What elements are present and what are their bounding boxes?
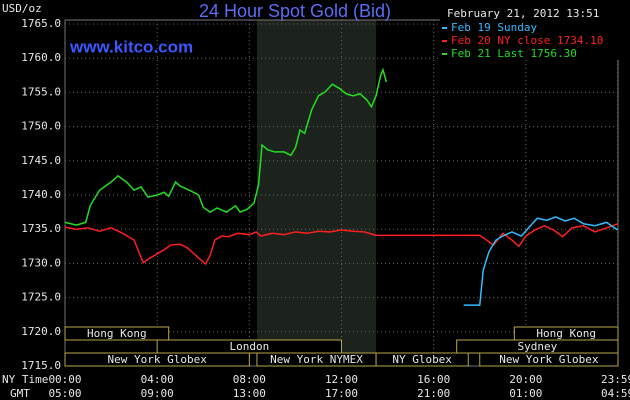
y-tick-label: 1715.0	[21, 359, 61, 372]
legend-entry: Feb 19 Sunday	[451, 21, 537, 34]
chart-title: 24 Hour Spot Gold (Bid)	[199, 1, 391, 21]
session-label: New York Globex	[499, 353, 599, 366]
y-tick-label: 1760.0	[21, 51, 61, 64]
legend-entry: Feb 21 Last 1756.30	[451, 47, 577, 60]
x-tick-label: 08:00	[233, 373, 266, 386]
x2-tick-label: 05:00	[48, 387, 81, 400]
series-line	[64, 67, 388, 226]
y-tick-label: 1745.0	[21, 154, 61, 167]
x-tick-label: 16:00	[417, 373, 450, 386]
y-tick-label: 1735.0	[21, 222, 61, 235]
series-line	[64, 223, 619, 266]
session-label: New York NYMEX	[270, 353, 363, 366]
site-link: www.kitco.com	[69, 37, 193, 56]
session-box	[64, 352, 250, 367]
y-axis-label: USD/oz	[2, 2, 42, 15]
session-shade	[256, 20, 377, 366]
session-label: New York Globex	[107, 353, 207, 366]
x-tick-label: 20:00	[509, 373, 542, 386]
x2-axis-label: GMT	[10, 387, 30, 400]
session-label: NY Globex	[392, 353, 452, 366]
y-tick-label: 1730.0	[21, 256, 61, 269]
y-tick-label: 1740.0	[21, 188, 61, 201]
session-box	[375, 352, 469, 367]
y-tick-label: 1720.0	[21, 325, 61, 338]
x2-tick-label: 01:00	[509, 387, 542, 400]
x-tick-label: 12:00	[325, 373, 358, 386]
x2-tick-label: 21:00	[417, 387, 450, 400]
x2-tick-label: 13:00	[233, 387, 266, 400]
y-tick-label: 1750.0	[21, 120, 61, 133]
x-tick-label: 04:00	[141, 373, 174, 386]
x2-tick-label: 09:00	[141, 387, 174, 400]
x-tick-label: 00:00	[48, 373, 81, 386]
x-axis-label: NY Time	[2, 373, 48, 386]
session-box	[64, 326, 170, 341]
y-tick-label: 1755.0	[21, 85, 61, 98]
session-label: Hong Kong	[536, 327, 596, 340]
session-box	[479, 352, 619, 367]
x2-tick-label: 17:00	[325, 387, 358, 400]
y-tick-label: 1765.0	[21, 17, 61, 30]
legend-entry: Feb 20 NY close 1734.10	[451, 34, 603, 47]
x-tick-label: 23:59	[601, 373, 630, 386]
series-line	[463, 216, 618, 306]
y-tick-label: 1725.0	[21, 291, 61, 304]
timestamp: February 21, 2012 13:51	[447, 7, 599, 20]
legend-box	[440, 4, 620, 60]
session-label: Sydney	[517, 340, 557, 353]
x2-tick-label: 04:59	[601, 387, 630, 400]
session-label: Hong Kong	[87, 327, 147, 340]
session-label: London	[229, 340, 269, 353]
